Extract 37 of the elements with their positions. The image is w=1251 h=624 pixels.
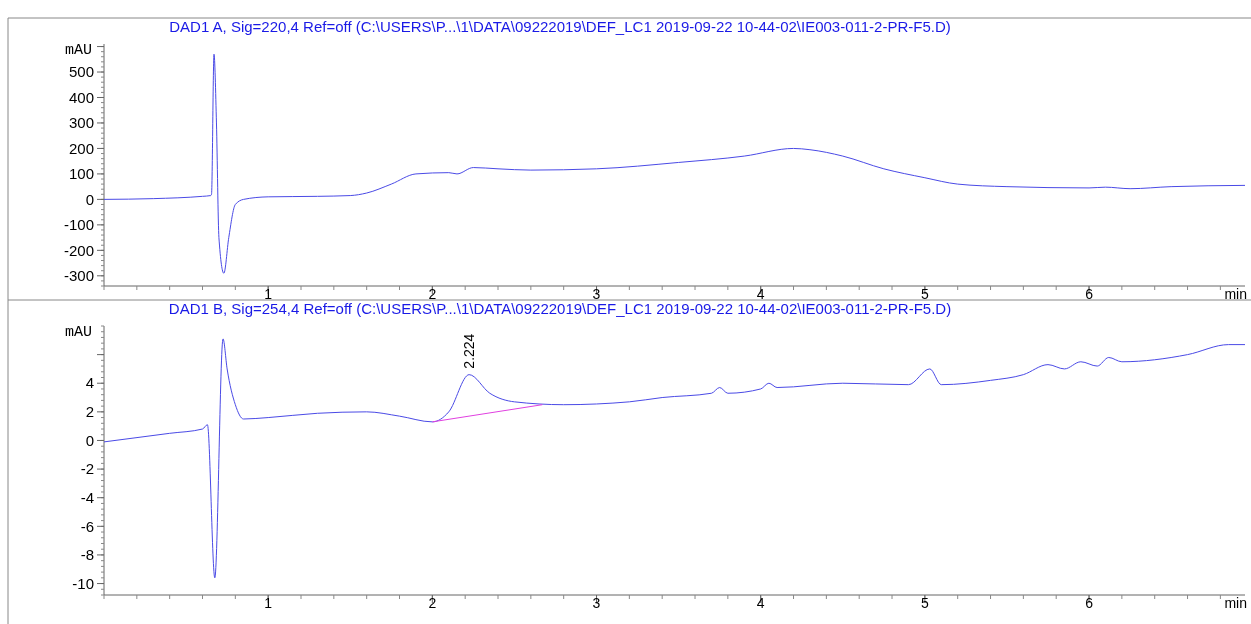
x-tick-label: 4 xyxy=(756,595,765,611)
y-tick-label: -4 xyxy=(80,488,94,506)
y-tick-label: 2 xyxy=(85,403,94,421)
chart-title: DAD1 A, Sig=220,4 Ref=off (C:\USERS\P...\1\DATA\09222019\DEF_LC1 2019-09-22 10-44-02\IE003-011-2-PR-F5.D) xyxy=(169,18,951,35)
x-tick-label: 6 xyxy=(1085,286,1094,302)
x-tick-label: 4 xyxy=(756,286,765,302)
x-tick-label: 2 xyxy=(428,286,437,302)
y-tick-label: -10 xyxy=(72,574,94,592)
y-axis-title: mAU xyxy=(64,324,92,341)
annotation: 2.224 xyxy=(461,333,478,369)
x-axis-title: min xyxy=(1224,595,1247,611)
line-series xyxy=(103,53,1246,274)
y-tick-label: 0 xyxy=(85,431,94,449)
x-tick-label: 3 xyxy=(592,286,601,302)
x-tick-label: 1 xyxy=(264,286,273,302)
y-tick-label: -8 xyxy=(80,546,94,564)
y-tick-label: 0 xyxy=(85,190,94,208)
y-tick-label: -200 xyxy=(63,241,94,259)
x-tick-label: 5 xyxy=(920,595,929,611)
x-tick-label: 3 xyxy=(592,595,601,611)
y-axis-title: mAU xyxy=(64,42,92,59)
y-tick-label: -2 xyxy=(80,460,94,478)
y-tick-label: 200 xyxy=(68,139,94,157)
y-tick-label: 400 xyxy=(68,88,94,106)
y-tick-label: 4 xyxy=(85,374,94,392)
y-tick-label: 100 xyxy=(68,165,94,183)
x-tick-label: 2 xyxy=(428,595,437,611)
y-tick-label: 500 xyxy=(68,63,94,81)
x-tick-label: 5 xyxy=(920,286,929,302)
y-tick-label: 300 xyxy=(68,114,94,132)
x-axis-title: min xyxy=(1224,286,1247,302)
chart-title: DAD1 B, Sig=254,4 Ref=off (C:\USERS\P...\1\DATA\09222019\DEF_LC1 2019-09-22 10-44-02\IE003-011-2-PR-F5.D) xyxy=(168,300,952,317)
x-tick-label: 6 xyxy=(1085,595,1094,611)
x-tick-label: 1 xyxy=(264,595,273,611)
y-tick-label: -100 xyxy=(63,216,94,234)
y-tick-label: -300 xyxy=(63,267,94,285)
y-tick-label: -6 xyxy=(80,517,94,535)
